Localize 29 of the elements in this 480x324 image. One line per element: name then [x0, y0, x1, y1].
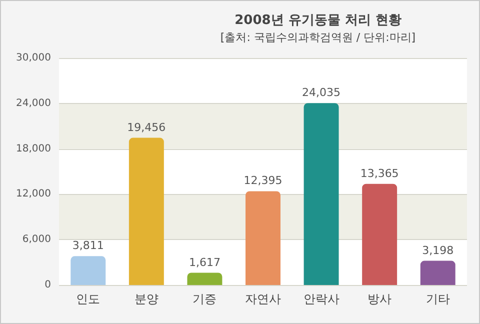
x-tick-label: 안락사: [303, 292, 340, 306]
x-tick-label: 분양: [134, 292, 158, 306]
data-label: 13,365: [360, 166, 399, 180]
y-tick-label: 24,000: [16, 98, 51, 109]
x-tick-label: 인도: [76, 292, 100, 306]
y-tick-label: 30,000: [16, 52, 51, 64]
x-tick-label: 기증: [192, 292, 217, 306]
y-tick-label: 12,000: [16, 188, 51, 200]
bar: [420, 260, 456, 285]
x-tick-label: 방사: [368, 292, 392, 306]
bar: [187, 272, 222, 285]
data-label: 19,456: [127, 120, 166, 134]
bar: [246, 191, 280, 285]
chart-title: 2008년 유기동물 처리 현황: [234, 13, 402, 28]
x-tick-label: 자연사: [245, 292, 281, 306]
data-label: 3,811: [72, 239, 104, 252]
bar: [70, 256, 106, 285]
data-label: 1,617: [188, 256, 220, 269]
data-label: 24,035: [302, 86, 341, 100]
chart-subtitle: [출처: 국립수의과학검역원 / 단위:마리]: [220, 31, 416, 44]
x-tick-label: 기타: [426, 292, 450, 306]
bar: [128, 138, 164, 285]
y-tick-label: 6,000: [22, 234, 51, 246]
y-tick-label: 0: [44, 280, 51, 290]
data-label: 3,198: [422, 244, 454, 257]
bar: [362, 184, 398, 285]
data-label: 12,395: [244, 174, 282, 188]
y-tick-label: 18,000: [16, 143, 51, 154]
bar: [304, 103, 339, 285]
